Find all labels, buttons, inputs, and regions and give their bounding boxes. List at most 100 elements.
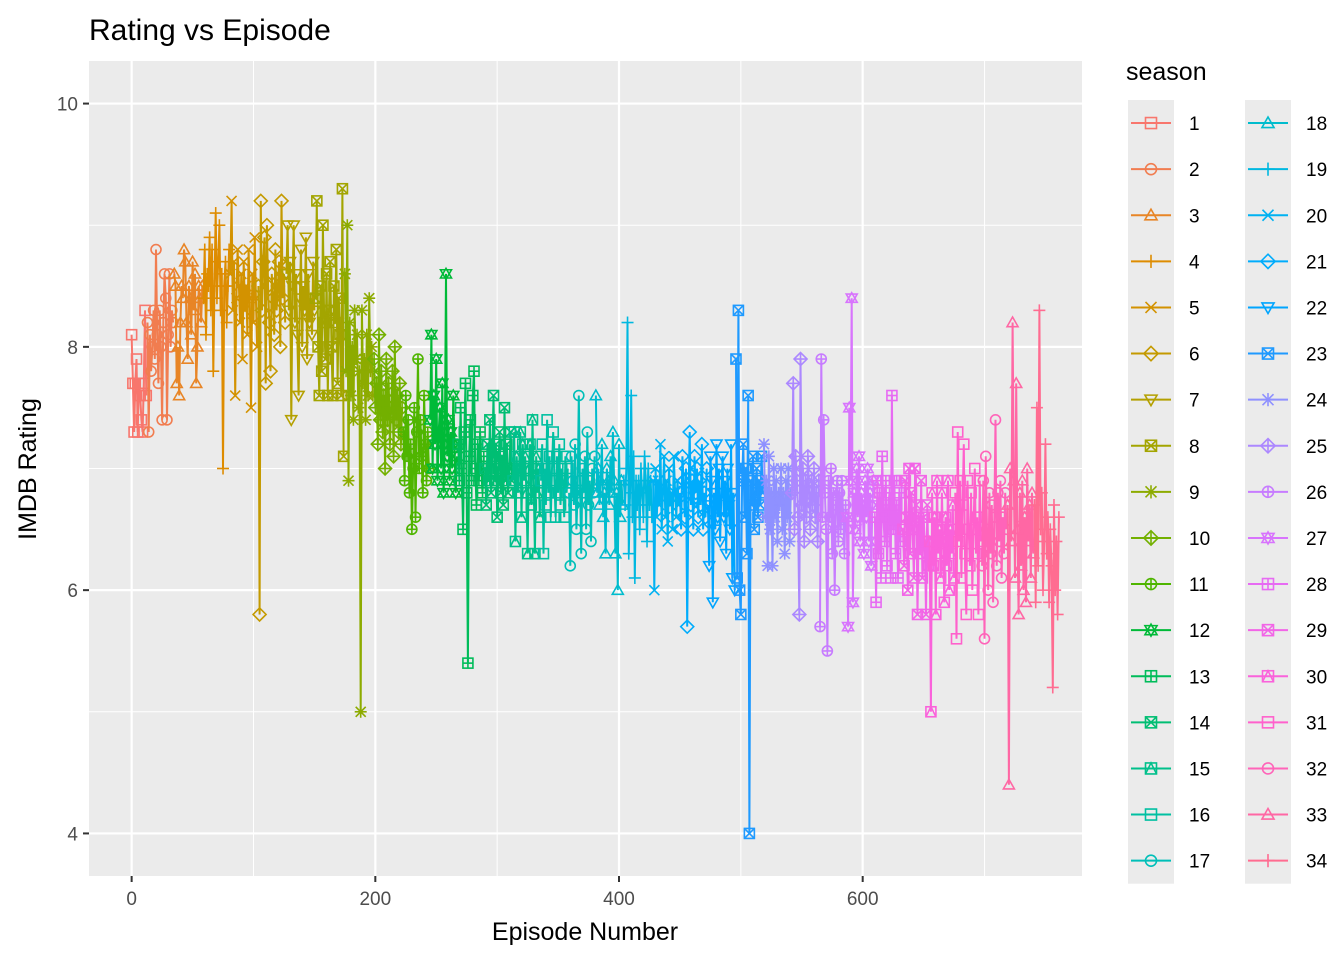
data-point [652, 475, 664, 487]
data-point [739, 462, 752, 475]
data-point [484, 414, 496, 426]
legend-label: 25 [1306, 437, 1327, 458]
data-point [771, 535, 784, 548]
legend-item: 1 [1131, 114, 1200, 135]
data-point [199, 328, 212, 341]
data-point [693, 497, 709, 513]
data-point [994, 474, 1007, 487]
data-point [592, 497, 607, 510]
data-point [582, 499, 595, 511]
data-point [206, 243, 219, 256]
legend-label: 17 [1189, 852, 1210, 873]
legend-key-shape [1144, 254, 1158, 268]
data-point [741, 547, 753, 560]
data-point [707, 487, 721, 500]
data-point [785, 375, 801, 391]
legend-item: 11 [1131, 575, 1209, 596]
data-point [642, 462, 655, 475]
legend-key-shape [1144, 301, 1158, 314]
data-point [443, 424, 458, 440]
data-point [914, 547, 926, 560]
legend-item: 21 [1248, 252, 1327, 273]
data-point [346, 340, 359, 353]
data-point [660, 475, 673, 487]
data-point [194, 315, 208, 328]
data-point [385, 448, 402, 464]
data-point [784, 485, 800, 501]
data-point [979, 450, 992, 463]
data-point [325, 341, 338, 353]
data-point [936, 486, 948, 499]
data-point [281, 305, 296, 318]
data-point [949, 487, 962, 499]
data-point [332, 292, 345, 305]
data-point [284, 414, 299, 427]
data-point [565, 450, 578, 463]
data-point [731, 572, 743, 584]
legend-key-shape [1142, 345, 1160, 362]
data-point [214, 304, 227, 317]
data-point [189, 376, 204, 389]
series-13 [452, 365, 490, 669]
data-point [232, 243, 244, 256]
data-point [446, 388, 461, 403]
series-21 [672, 424, 715, 635]
data-point [612, 437, 626, 450]
legend-label: 3 [1189, 206, 1200, 227]
data-point [927, 559, 940, 572]
data-point [966, 584, 979, 596]
data-point [686, 448, 703, 464]
data-point [607, 473, 622, 486]
data-point [995, 572, 1008, 584]
data-point [186, 303, 201, 316]
data-point [737, 438, 750, 450]
data-point [536, 438, 549, 450]
data-point [864, 558, 879, 573]
data-point [723, 524, 737, 537]
data-point [146, 341, 159, 353]
series-22 [701, 439, 742, 610]
legend-key-shape [1260, 302, 1276, 316]
data-point [220, 316, 233, 329]
data-point [251, 606, 268, 623]
data-point [134, 389, 146, 402]
data-point [555, 462, 568, 475]
data-point [409, 511, 422, 523]
legend-label: 22 [1306, 298, 1327, 319]
data-point [180, 351, 195, 364]
data-point [253, 193, 269, 209]
x-axis-label: Episode Number [492, 918, 678, 946]
data-point [368, 375, 385, 391]
legend-key-shape [1144, 761, 1158, 775]
data-point [982, 584, 994, 596]
data-point [435, 376, 450, 391]
data-point [342, 474, 355, 487]
series-8 [309, 182, 350, 463]
data-point [917, 511, 930, 523]
data-point [1029, 596, 1042, 609]
data-point [1046, 681, 1059, 694]
data-point [1020, 461, 1035, 474]
data-point [1019, 595, 1033, 608]
data-point [1038, 535, 1051, 548]
data-point [343, 316, 356, 329]
data-point [593, 473, 608, 486]
data-point [272, 339, 288, 355]
data-point [742, 389, 754, 402]
data-point [750, 462, 763, 475]
data-point [419, 438, 432, 450]
data-point [802, 521, 818, 537]
data-point [527, 473, 540, 487]
data-point [236, 353, 249, 365]
series-23 [730, 304, 769, 840]
data-point [153, 304, 166, 317]
data-point [549, 511, 562, 523]
data-point [590, 485, 604, 498]
data-point [636, 486, 649, 499]
data-point [456, 462, 468, 475]
data-point [720, 463, 735, 476]
data-point [392, 375, 408, 391]
data-point [690, 509, 706, 525]
data-point [970, 547, 982, 560]
